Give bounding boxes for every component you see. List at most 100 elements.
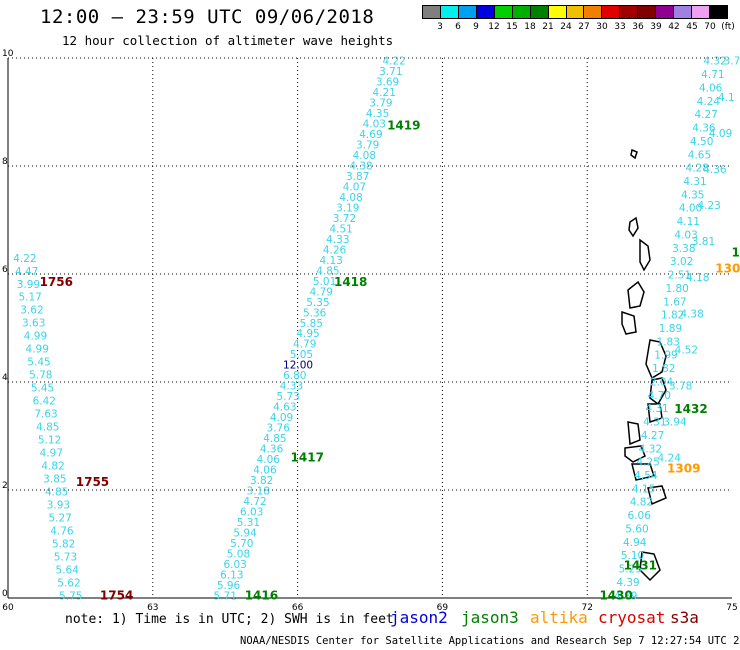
wave-height-value: 1.82 bbox=[652, 363, 675, 375]
wave-height-value: 4.26 bbox=[323, 244, 347, 256]
wave-height-value: 3.02 bbox=[670, 256, 693, 268]
island-outline bbox=[649, 377, 667, 406]
legend-label: (ft) bbox=[721, 22, 735, 32]
wave-height-value: 5.36 bbox=[303, 307, 327, 319]
legend-label: 21 bbox=[542, 22, 554, 32]
wave-height-value: 1.99 bbox=[654, 350, 677, 362]
island-outline bbox=[628, 216, 639, 238]
legend-label: 70 bbox=[704, 22, 716, 32]
x-tick-label: 60 bbox=[2, 603, 14, 613]
wave-height-value: 4.79 bbox=[310, 286, 333, 298]
satellite-jason2: jason2 bbox=[390, 608, 448, 627]
pass-time-label: 1430 bbox=[599, 588, 632, 602]
wave-height-value: 4.03 bbox=[674, 229, 697, 241]
wave-height-value: 5.64 bbox=[56, 564, 80, 576]
wave-height-value: 4.27 bbox=[641, 430, 664, 442]
wave-height-value: 4.82 bbox=[630, 497, 653, 509]
y-tick-label: 6 bbox=[2, 265, 8, 275]
wave-height-value: 3.63 bbox=[22, 318, 45, 330]
wave-height-value: 5.05 bbox=[290, 349, 313, 361]
wave-height-value: 5.62 bbox=[57, 577, 80, 589]
wave-height-value: 4.07 bbox=[343, 181, 366, 193]
wave-height-value: 4.22 bbox=[382, 56, 405, 68]
wave-height-value: 3.38 bbox=[672, 243, 695, 255]
wave-height-value: 4.99 bbox=[24, 331, 47, 343]
wave-height-value: 5.94 bbox=[233, 527, 257, 539]
legend-swatch bbox=[655, 5, 674, 19]
wave-height-value: 4.1 bbox=[718, 92, 735, 104]
wave-height-value: 5.45 bbox=[27, 357, 50, 369]
wave-height-value: 4.03 bbox=[363, 119, 386, 131]
legend-label: 42 bbox=[668, 22, 680, 32]
wave-height-value: 4.08 bbox=[353, 150, 376, 162]
legend-label: 6 bbox=[455, 22, 461, 32]
wave-height-value: 4.24 bbox=[697, 96, 721, 108]
wave-height-value: 4.38 bbox=[680, 308, 703, 320]
island-outline bbox=[631, 463, 655, 481]
wave-height-value: 4.97 bbox=[40, 448, 63, 460]
pass-time-label: 1418 bbox=[334, 275, 367, 289]
wave-height-value: 5.17 bbox=[18, 292, 41, 304]
legend-swatch bbox=[422, 5, 440, 19]
wave-height-value: 4.35 bbox=[366, 108, 389, 120]
wave-height-value: 3.69 bbox=[376, 77, 399, 89]
wave-height-value: 4.06 bbox=[253, 465, 277, 477]
wave-height-value: 4.95 bbox=[296, 328, 319, 340]
wave-height-value: 4.06 bbox=[699, 82, 723, 94]
legend-swatch bbox=[439, 5, 458, 19]
x-tick-label: 69 bbox=[437, 603, 449, 613]
wave-height-value: 4.09 bbox=[709, 128, 732, 140]
legend-label: 39 bbox=[650, 22, 662, 32]
wave-height-value: 4.79 bbox=[293, 339, 316, 351]
wave-height-value: 3.71 bbox=[379, 66, 402, 78]
wave-height-value: 5.25 bbox=[619, 564, 642, 576]
wave-height-value: 4.99 bbox=[26, 344, 49, 356]
legend-label: 36 bbox=[632, 22, 644, 32]
wave-height-value: 4.89 bbox=[614, 590, 637, 602]
wave-height-value: 4.06 bbox=[257, 454, 281, 466]
legend-swatch bbox=[709, 5, 728, 19]
wave-height-value: 4.36 bbox=[260, 444, 284, 456]
legend-swatch bbox=[673, 5, 692, 19]
wave-height-value: 4.38 bbox=[349, 161, 372, 173]
wave-height-value: 1.82 bbox=[661, 310, 684, 322]
footer-note: note: 1) Time is in UTC; 2) SWH is in fe… bbox=[65, 612, 394, 627]
y-tick-label: 4 bbox=[2, 373, 8, 383]
wave-height-value: 4.31 bbox=[645, 403, 668, 415]
wave-height-value: 3.87 bbox=[346, 171, 369, 183]
wave-height-value: 4.85 bbox=[316, 265, 339, 277]
y-tick-label: 0 bbox=[2, 589, 8, 599]
satellite-s3a: s3a bbox=[670, 608, 699, 627]
legend-swatch bbox=[493, 5, 512, 19]
wave-height-value: 4.47 bbox=[15, 266, 38, 278]
wave-height-value: 5.10 bbox=[621, 550, 644, 562]
wave-height-value: 4.27 bbox=[694, 109, 717, 121]
island-outline bbox=[624, 445, 646, 463]
legend-label: 24 bbox=[560, 22, 572, 32]
pass-time-label: 1308 bbox=[715, 262, 740, 276]
wave-height-value: 5.01 bbox=[313, 276, 336, 288]
wave-height-value: 4.21 bbox=[373, 87, 396, 99]
pass-time-label: 1416 bbox=[245, 588, 278, 602]
legend-swatch bbox=[637, 5, 656, 19]
legend-swatch bbox=[511, 5, 530, 19]
wave-height-value: 4.54 bbox=[634, 470, 658, 482]
x-tick-label: 63 bbox=[147, 603, 158, 613]
wave-height-value: 3.78 bbox=[669, 380, 692, 392]
wave-height-value: 3.79 bbox=[369, 98, 392, 110]
wave-height-legend: 3 6 9 12 15 18 21 24 27 30 33 36 39 42 45 70 (ft) bbox=[422, 5, 735, 37]
x-tick-label: 75 bbox=[726, 603, 737, 613]
legend-label: 18 bbox=[524, 22, 536, 32]
wave-height-value: 4.71 bbox=[701, 69, 724, 81]
island-outline bbox=[639, 551, 661, 582]
island-outline bbox=[627, 421, 641, 446]
wave-height-value: 4.32 bbox=[703, 56, 726, 68]
legend-labels: 3 6 9 12 15 18 21 24 27 30 33 36 39 42 45 70 (ft) bbox=[422, 19, 735, 33]
wave-height-value: 5.08 bbox=[227, 548, 250, 560]
pass-time-label: 1755 bbox=[76, 475, 109, 489]
wave-height-value: 3.76 bbox=[267, 423, 291, 435]
page-title: 12:00 – 23:59 UTC 09/06/2018 bbox=[40, 6, 375, 28]
satellite-altika: altika bbox=[530, 608, 588, 627]
wave-height-value: 4.36 bbox=[692, 123, 716, 135]
